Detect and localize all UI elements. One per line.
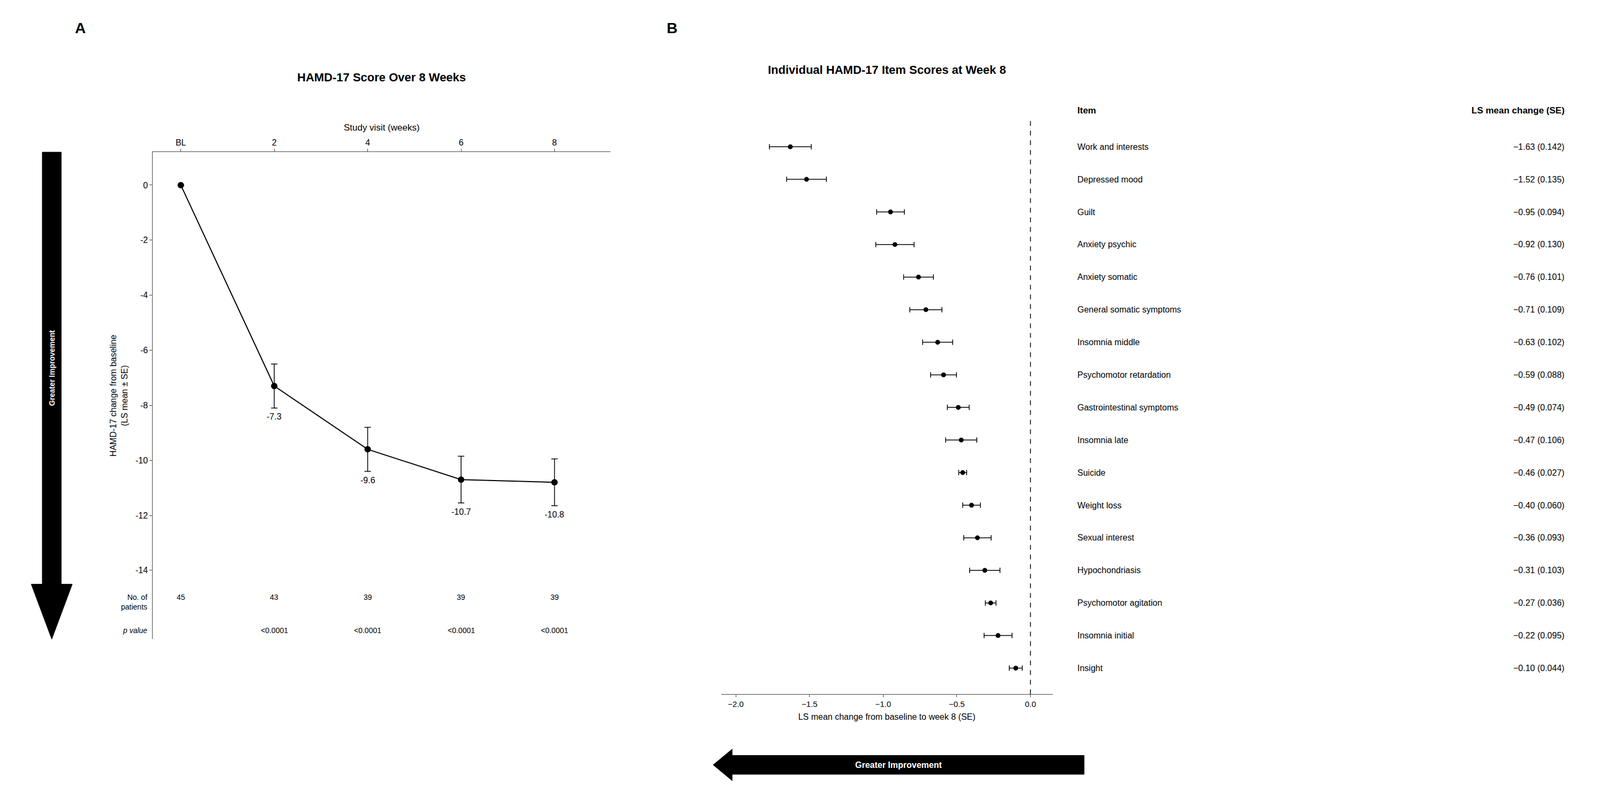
svg-text:−0.71 (0.109): −0.71 (0.109) [1513, 305, 1565, 315]
svg-text:39: 39 [550, 593, 560, 602]
svg-text:LS mean change (SE): LS mean change (SE) [1471, 105, 1565, 116]
svg-text:−0.95 (0.094): −0.95 (0.094) [1513, 207, 1565, 217]
svg-text:p value: p value [122, 626, 148, 636]
svg-text:−0.47 (0.106): −0.47 (0.106) [1513, 435, 1565, 445]
svg-text:BL: BL [175, 138, 187, 148]
svg-text:General somatic symptoms: General somatic symptoms [1077, 305, 1182, 315]
svg-text:<0.0001: <0.0001 [447, 626, 475, 636]
svg-text:-2: -2 [140, 235, 148, 245]
svg-text:Anxiety psychic: Anxiety psychic [1077, 239, 1137, 249]
svg-text:−2.0: −2.0 [727, 699, 744, 709]
svg-text:LS mean change from baseline t: LS mean change from baseline to week 8 (… [798, 712, 976, 722]
svg-text:Greater Improvement: Greater Improvement [855, 760, 943, 771]
svg-text:Work and interests: Work and interests [1077, 142, 1149, 152]
svg-text:-7.3: -7.3 [266, 412, 282, 422]
svg-text:B: B [666, 19, 678, 37]
svg-text:Insomnia late: Insomnia late [1077, 435, 1129, 445]
svg-text:Weight loss: Weight loss [1077, 501, 1122, 511]
svg-text:−0.49 (0.074): −0.49 (0.074) [1513, 403, 1565, 413]
svg-text:HAMD-17 change from baseline(L: HAMD-17 change from baseline(LS mean ± S… [108, 334, 130, 457]
svg-text:Gastrointestinal symptoms: Gastrointestinal symptoms [1077, 403, 1179, 413]
svg-text:−0.10 (0.044): −0.10 (0.044) [1513, 663, 1565, 674]
svg-text:45: 45 [176, 593, 186, 602]
svg-text:<0.0001: <0.0001 [540, 626, 569, 636]
svg-text:−0.31 (0.103): −0.31 (0.103) [1513, 565, 1565, 576]
svg-text:2: 2 [272, 138, 277, 148]
svg-text:−1.5: −1.5 [801, 699, 818, 709]
svg-text:A: A [74, 19, 86, 37]
svg-text:-9.6: -9.6 [360, 476, 376, 486]
svg-text:Individual HAMD-17 Item Scores: Individual HAMD-17 Item Scores at Week 8 [767, 63, 1007, 77]
svg-text:-10.8: -10.8 [544, 510, 565, 520]
svg-text:-4: -4 [140, 290, 148, 300]
svg-text:−1.63 (0.142): −1.63 (0.142) [1513, 142, 1565, 152]
svg-text:−0.92 (0.130): −0.92 (0.130) [1513, 239, 1565, 249]
svg-text:8: 8 [552, 138, 557, 148]
svg-text:−0.40 (0.060): −0.40 (0.060) [1513, 501, 1565, 511]
svg-text:0: 0 [142, 180, 148, 191]
svg-text:−1.52 (0.135): −1.52 (0.135) [1513, 175, 1565, 185]
svg-text:−0.22 (0.095): −0.22 (0.095) [1513, 631, 1565, 641]
svg-text:<0.0001: <0.0001 [353, 626, 382, 636]
svg-text:Guilt: Guilt [1077, 207, 1096, 217]
svg-text:Hypochondriasis: Hypochondriasis [1077, 565, 1141, 576]
svg-text:-10: -10 [135, 456, 148, 466]
svg-text:43: 43 [269, 593, 279, 602]
svg-text:HAMD-17 Score Over 8 Weeks: HAMD-17 Score Over 8 Weeks [297, 70, 466, 85]
svg-text:Greater Improvement: Greater Improvement [47, 330, 57, 407]
svg-text:No. ofpatients: No. ofpatients [121, 593, 148, 612]
svg-text:6: 6 [458, 138, 464, 148]
svg-text:39: 39 [363, 593, 373, 602]
svg-text:-12: -12 [135, 511, 148, 521]
svg-text:-8: -8 [140, 401, 148, 411]
svg-text:−1.0: −1.0 [874, 699, 892, 709]
svg-text:-6: -6 [140, 345, 148, 356]
svg-text:Insomnia middle: Insomnia middle [1077, 337, 1141, 347]
svg-text:−0.36 (0.093): −0.36 (0.093) [1513, 533, 1565, 543]
svg-text:−0.27 (0.036): −0.27 (0.036) [1513, 598, 1565, 608]
svg-text:Item: Item [1077, 105, 1097, 116]
svg-text:Study visit (weeks): Study visit (weeks) [343, 122, 420, 133]
svg-text:0.0: 0.0 [1024, 699, 1037, 709]
svg-text:4: 4 [365, 138, 371, 148]
svg-text:−0.59 (0.088): −0.59 (0.088) [1513, 370, 1565, 380]
svg-text:Depressed mood: Depressed mood [1077, 175, 1143, 185]
svg-text:-14: -14 [135, 565, 148, 576]
svg-text:-10.7: -10.7 [451, 507, 472, 517]
svg-text:Insomnia initial: Insomnia initial [1077, 631, 1135, 641]
svg-text:Anxiety somatic: Anxiety somatic [1077, 272, 1138, 282]
svg-text:Insight: Insight [1077, 663, 1104, 674]
svg-text:−0.46 (0.027): −0.46 (0.027) [1513, 468, 1565, 478]
svg-text:39: 39 [456, 593, 466, 602]
svg-text:Suicide: Suicide [1077, 468, 1106, 478]
svg-text:−0.5: −0.5 [948, 699, 965, 709]
svg-text:−0.63 (0.102): −0.63 (0.102) [1513, 337, 1565, 347]
svg-text:Psychomotor agitation: Psychomotor agitation [1077, 598, 1162, 608]
svg-text:Psychomotor retardation: Psychomotor retardation [1077, 370, 1171, 380]
svg-text:−0.76 (0.101): −0.76 (0.101) [1513, 272, 1565, 282]
svg-text:Sexual interest: Sexual interest [1077, 533, 1135, 543]
svg-text:<0.0001: <0.0001 [260, 626, 289, 636]
